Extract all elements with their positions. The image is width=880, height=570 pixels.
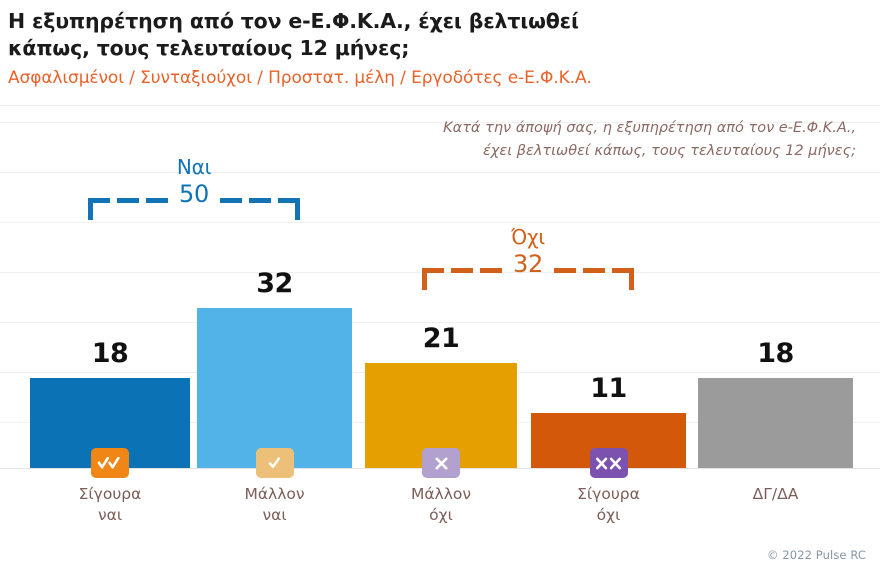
bracket-value-no: 32 (513, 250, 543, 278)
page-title: Η εξυπηρέτηση από τον e-Ε.Φ.Κ.Α., έχει β… (8, 9, 579, 61)
double-check-icon (91, 448, 129, 478)
check-icon (255, 448, 294, 478)
bracket-dash (88, 198, 110, 203)
bar-mallon-nai[interactable] (197, 308, 352, 468)
double-x-icon (589, 448, 628, 478)
bar-value-mallon-ochi: 21 (422, 323, 460, 354)
bar-value-sigoura-ochi: 11 (590, 373, 627, 404)
bracket-dash (220, 198, 242, 203)
header-divider (0, 105, 880, 106)
gridline (0, 322, 880, 323)
bracket-dash (117, 198, 139, 203)
bracket-dash (146, 198, 168, 203)
bracket-dash (422, 268, 444, 273)
chart-plot-area: Κατά την άποψή σας, η εξυπηρέτηση από το… (0, 105, 880, 525)
bracket-title-no: Όχι (511, 225, 545, 249)
bracket-no: Όχι 32 (422, 225, 634, 295)
bar-value-dg-da: 18 (757, 338, 794, 369)
single-x-icon (422, 448, 460, 478)
bracket-dash (554, 268, 576, 273)
bar-label-mallon-ochi: Μάλλον όχι (410, 485, 472, 524)
bracket-tick-left (88, 198, 93, 220)
bar-label-dg-da: ΔΓ/ΔΑ (752, 485, 799, 503)
bracket-tick-right (295, 198, 300, 220)
bracket-value-yes: 50 (179, 180, 209, 208)
bracket-dash (612, 268, 634, 273)
bracket-tick-left (422, 268, 427, 290)
gridline (0, 172, 880, 173)
gridline (0, 222, 880, 223)
question-text: Κατά την άποψή σας, η εξυπηρέτηση από το… (443, 120, 856, 159)
bracket-dash (249, 198, 271, 203)
chart-header: Η εξυπηρέτηση από τον e-Ε.Φ.Κ.Α., έχει β… (0, 0, 880, 89)
bar-value-sigoura-nai: 18 (91, 338, 129, 369)
bar-label-mallon-nai: Μάλλον ναι (244, 485, 305, 524)
bar-label-sigoura-nai: Σίγουρα ναι (78, 485, 142, 524)
bar-dg-da[interactable] (698, 378, 853, 468)
copyright-label: © 2022 Pulse RC (767, 548, 866, 562)
bracket-dash (278, 198, 300, 203)
bracket-dash (583, 268, 605, 273)
bracket-dash (480, 268, 502, 273)
bar-label-sigoura-ochi: Σίγουρα όχι (577, 485, 640, 524)
bracket-tick-right (629, 268, 634, 290)
bar-value-mallon-nai: 32 (256, 268, 293, 299)
bracket-yes: Ναι 50 (88, 155, 300, 225)
bracket-title-yes: Ναι (176, 155, 212, 179)
gridline (0, 122, 880, 123)
bracket-dash (451, 268, 473, 273)
audience-subtitle: Ασφαλισμένοι / Συνταξιούχοι / Προστατ. μ… (8, 67, 592, 88)
